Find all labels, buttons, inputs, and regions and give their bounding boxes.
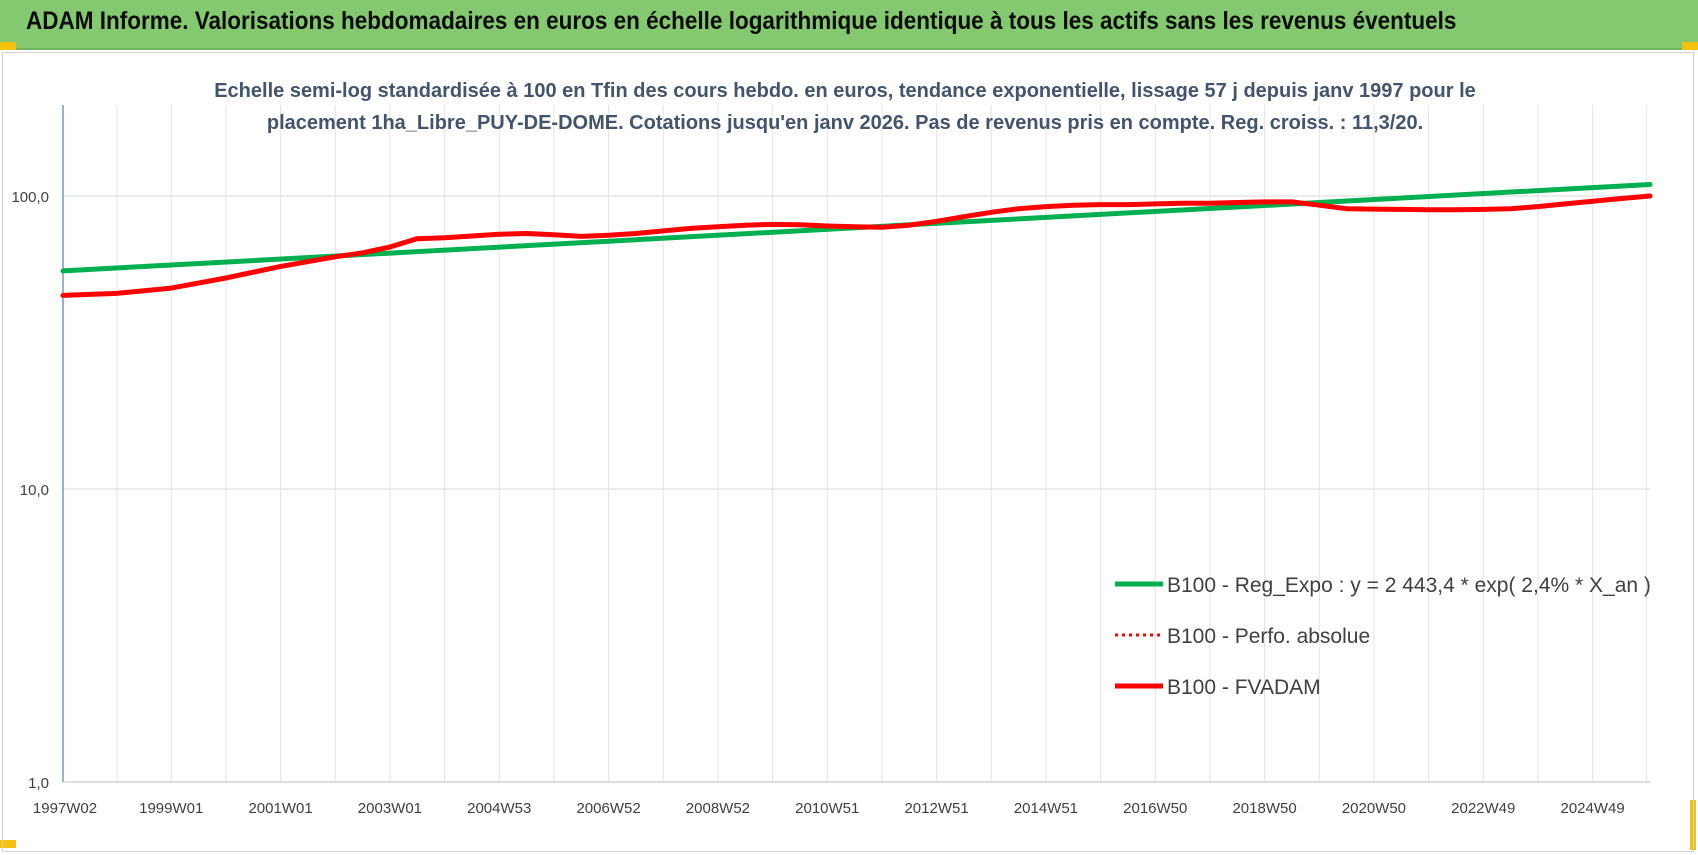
legend: B100 - Reg_Expo : y = 2 443,4 * exp( 2,4… — [1115, 574, 1651, 699]
axes — [62, 105, 1650, 783]
frame-corner-bottom-left — [0, 840, 16, 848]
x-tick-label: 1999W01 — [139, 800, 203, 817]
frame-corner-top-left — [0, 42, 16, 50]
x-tick-label: 2012W51 — [904, 800, 968, 817]
x-tick-label: 1997W02 — [33, 800, 97, 817]
x-tick-label: 2006W52 — [576, 800, 640, 817]
x-tick-label: 2001W01 — [248, 800, 312, 817]
x-tick-label: 2010W51 — [795, 800, 859, 817]
x-tick-labels: 1997W02 1999W01 2001W01 2003W01 2004W53 2006W… — [33, 800, 1625, 817]
x-tick-label: 2024W49 — [1560, 800, 1624, 817]
x-tick-label: 2014W51 — [1014, 800, 1078, 817]
x-tick-label: 2018W50 — [1232, 800, 1296, 817]
x-tick-label: 2016W50 — [1123, 800, 1187, 817]
legend-label-1: B100 - Perfo. absolue — [1167, 625, 1370, 648]
legend-label-2: B100 - FVADAM — [1167, 676, 1321, 699]
x-tick-label: 2008W52 — [686, 800, 750, 817]
y-tick-labels: 1,0 10,0 100,0 — [11, 189, 49, 792]
chart-title-line-1: Echelle semi-log standardisée à 100 en T… — [214, 80, 1476, 102]
x-tick-label: 2020W50 — [1342, 800, 1406, 817]
gridlines — [62, 105, 1650, 782]
y-tick-label: 100,0 — [11, 189, 49, 206]
chart-title-line-2: placement 1ha_Libre_PUY-DE-DOME. Cotatio… — [267, 112, 1423, 134]
chart-title: Echelle semi-log standardisée à 100 en T… — [214, 80, 1476, 134]
y-tick-label: 10,0 — [20, 482, 49, 499]
header-bar: ADAM Informe. Valorisations hebdomadaire… — [0, 0, 1698, 50]
chart-frame — [2, 52, 1694, 852]
legend-label-0: B100 - Reg_Expo : y = 2 443,4 * exp( 2,4… — [1167, 574, 1651, 597]
x-tick-label: 2004W53 — [467, 800, 531, 817]
series-lines — [60, 182, 1653, 298]
series-line-2 — [60, 193, 1653, 298]
page-title: ADAM Informe. Valorisations hebdomadaire… — [26, 7, 1457, 35]
frame-corner-top-right — [1682, 42, 1698, 50]
y-tick-label: 1,0 — [28, 775, 49, 792]
x-tick-label: 2022W49 — [1451, 800, 1515, 817]
x-tick-label: 2003W01 — [358, 800, 422, 817]
